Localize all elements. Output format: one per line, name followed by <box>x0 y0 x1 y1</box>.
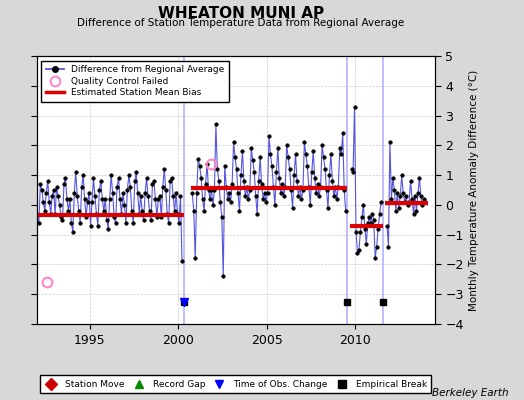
Y-axis label: Monthly Temperature Anomaly Difference (°C): Monthly Temperature Anomaly Difference (… <box>470 69 479 311</box>
Legend: Station Move, Record Gap, Time of Obs. Change, Empirical Break: Station Move, Record Gap, Time of Obs. C… <box>40 376 431 394</box>
Text: Difference of Station Temperature Data from Regional Average: Difference of Station Temperature Data f… <box>78 18 405 28</box>
Text: Berkeley Earth: Berkeley Earth <box>432 388 508 398</box>
Text: WHEATON MUNI AP: WHEATON MUNI AP <box>158 6 324 21</box>
Legend: Difference from Regional Average, Quality Control Failed, Estimated Station Mean: Difference from Regional Average, Qualit… <box>41 60 229 102</box>
